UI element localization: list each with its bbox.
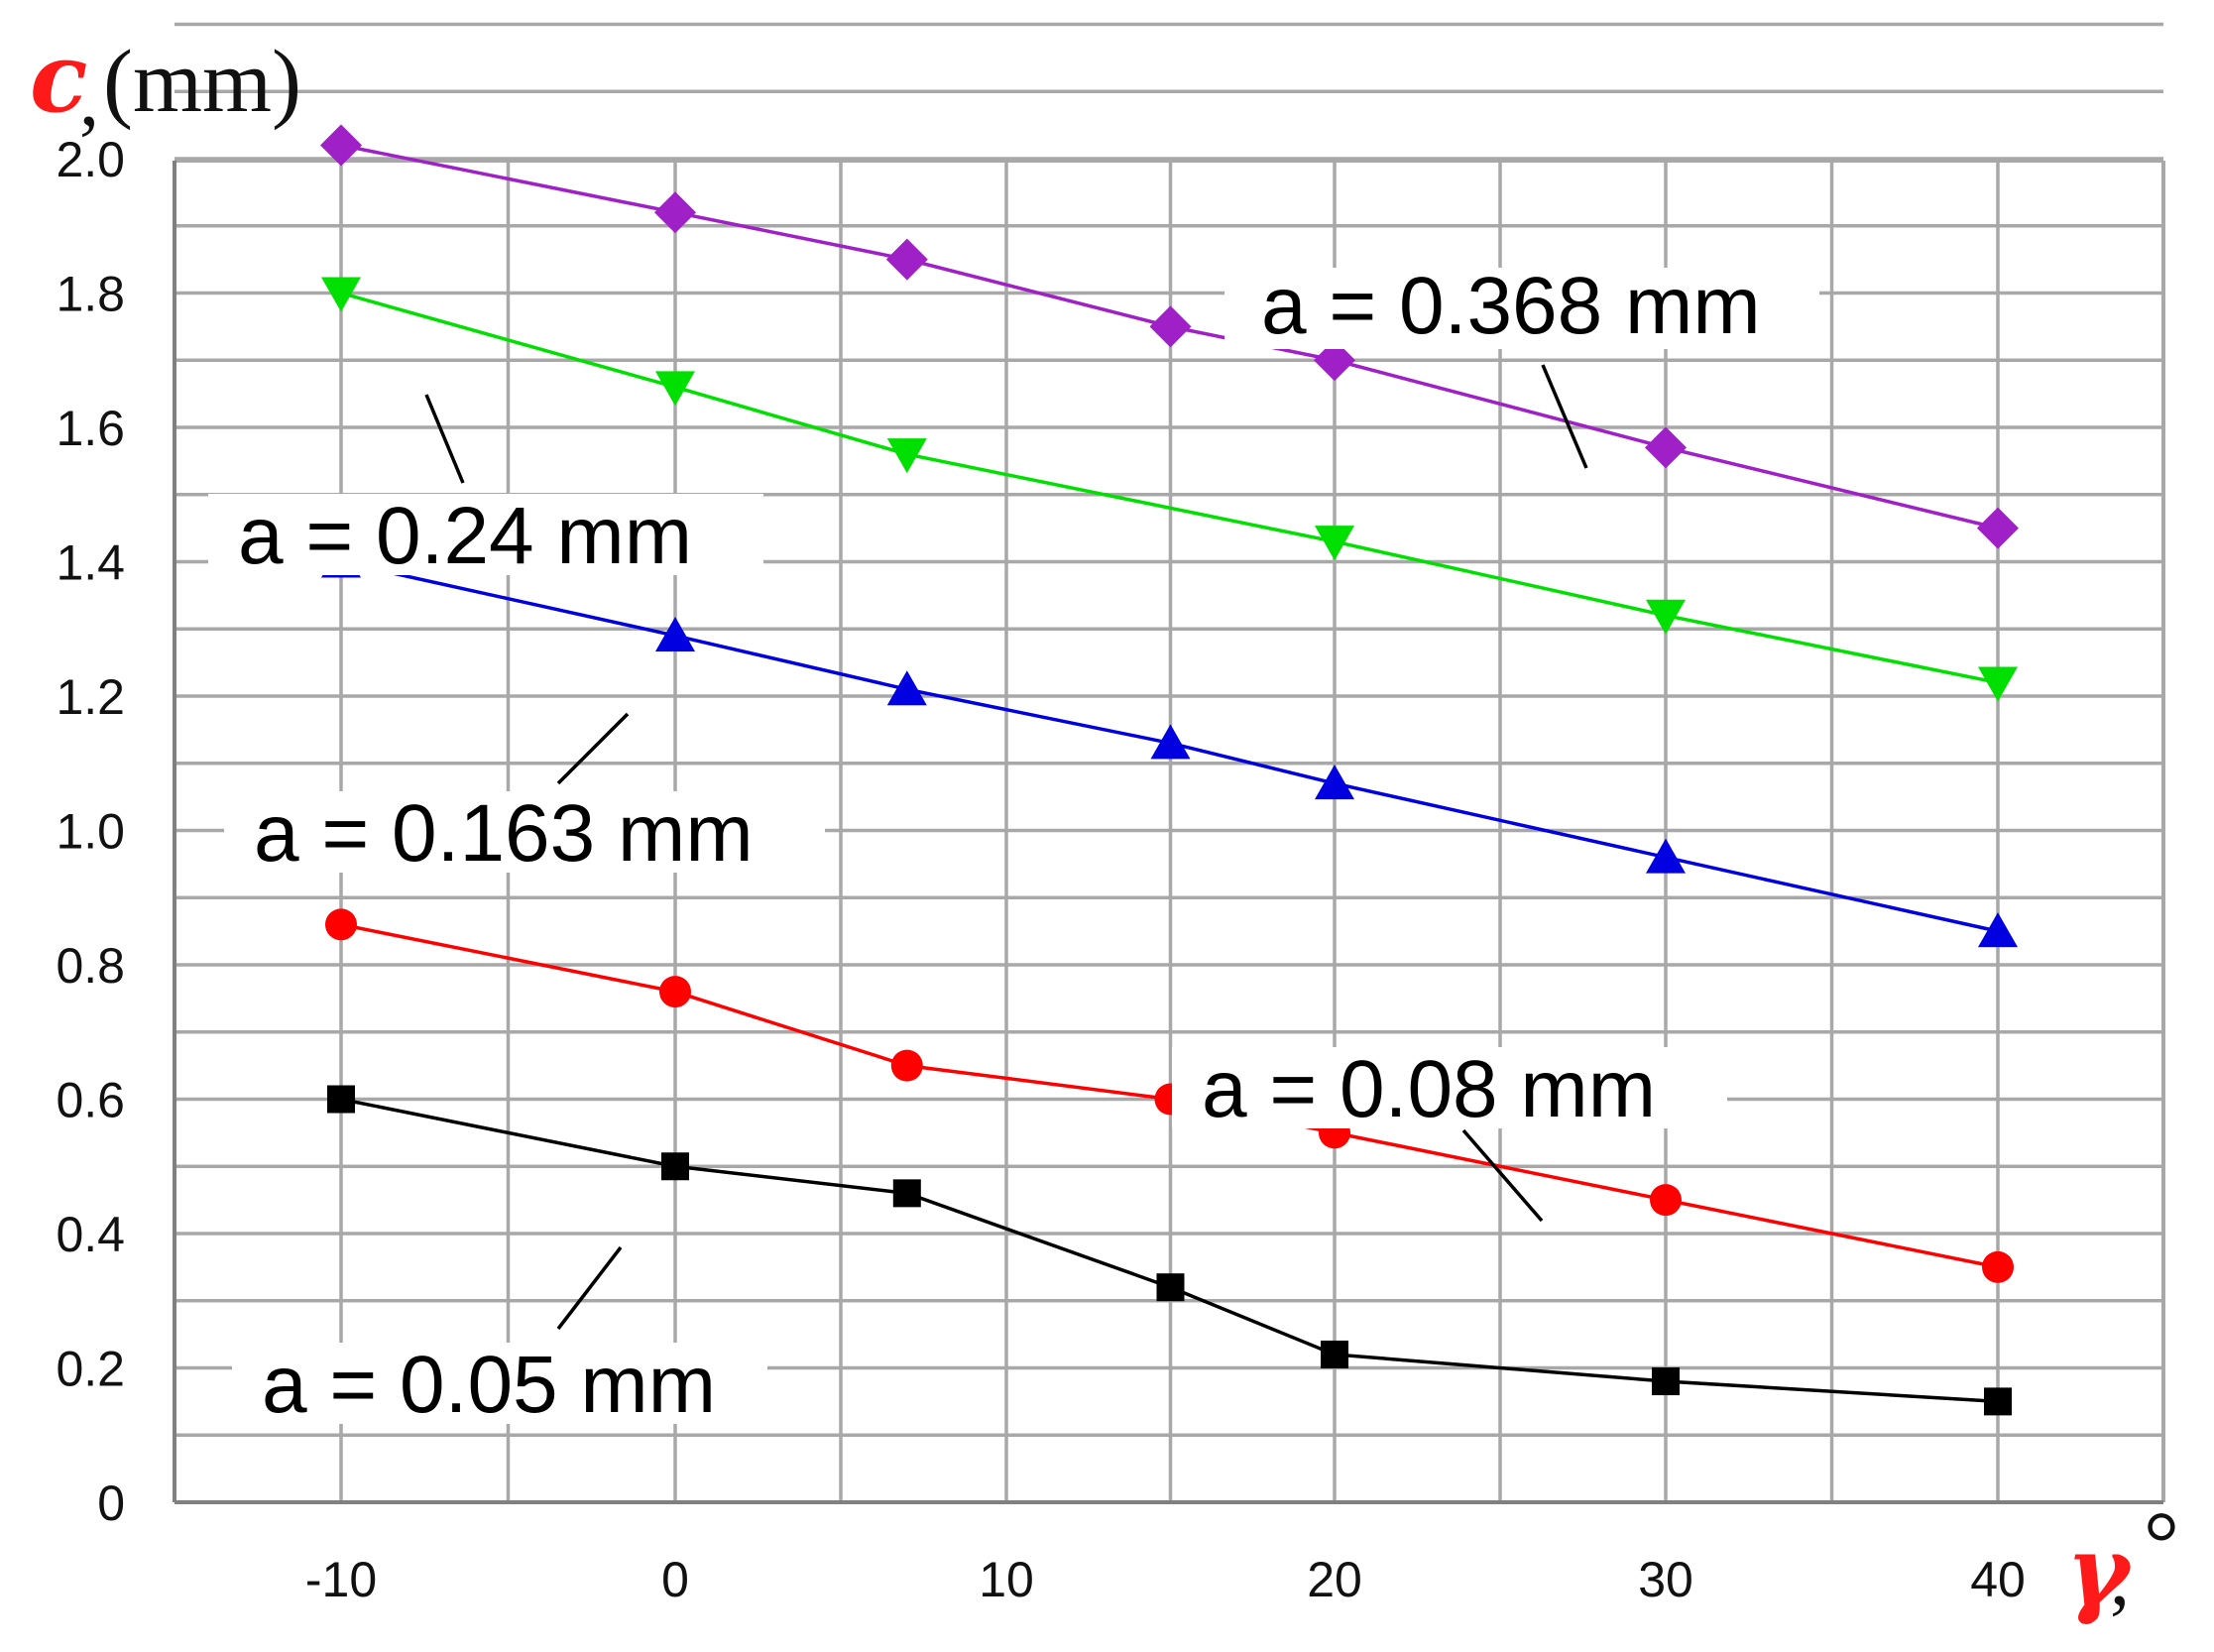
label-background (1172, 1047, 1727, 1128)
marker-square (1652, 1367, 1680, 1396)
label-background (232, 1343, 767, 1424)
y-axis-symbol: c (30, 22, 87, 134)
marker-square (1321, 1340, 1348, 1368)
series-1 (320, 124, 2019, 549)
marker-circle (1982, 1250, 2014, 1283)
series-3 (321, 542, 2018, 948)
leader-line (1541, 364, 1588, 469)
leader-line (424, 394, 465, 484)
tick-layer: 0 0.2 0.4 0.6 0.8 1.0 1.2 1.4 1.6 1.8 2.0 -10 0 10 20 3… (56, 132, 2025, 1607)
y-tick-label: 0.4 (56, 1207, 125, 1262)
x-axis-separator: , (2110, 1535, 2130, 1622)
y-tick-label: 1.4 (56, 535, 125, 591)
x-tick-label: 40 (1970, 1552, 2026, 1607)
series-label: a = 0.24 mm (238, 491, 692, 581)
marker-circle (325, 908, 357, 941)
marker-diamond (1314, 339, 1355, 382)
marker-square (892, 1179, 921, 1208)
marker-diamond (320, 124, 362, 167)
label-background (1224, 268, 1819, 349)
series-4 (325, 908, 2014, 1283)
leader-line (556, 712, 630, 785)
marker-square (327, 1085, 355, 1114)
marker-diamond (885, 238, 928, 281)
y-tick-label: 1.8 (56, 267, 125, 322)
leader-line (556, 1245, 623, 1331)
series-label: a = 0.08 mm (1202, 1044, 1656, 1134)
y-tick-label: 0 (97, 1475, 125, 1531)
marker-square (661, 1152, 689, 1181)
label-background (208, 494, 763, 575)
marker-diamond (1645, 426, 1687, 469)
annotation-4: a = 0.08 mm (1172, 1044, 1727, 1223)
marker-diamond (1977, 507, 2019, 549)
axis-titles: c, (mm)γ, ° (30, 22, 2179, 1627)
marker-circle (1650, 1184, 1682, 1217)
annotation-3: a = 0.163 mm (224, 712, 825, 879)
series-label: a = 0.368 mm (1261, 261, 1761, 351)
series-2 (321, 277, 2018, 702)
series-5 (327, 1085, 2012, 1416)
marker-triangle-up (655, 617, 695, 652)
marker-triangle-up (1150, 724, 1191, 760)
marker-triangle-up (1978, 912, 2018, 948)
series-label: a = 0.05 mm (262, 1340, 716, 1430)
marker-triangle-down (1315, 526, 1354, 561)
y-tick-label: 0.6 (56, 1073, 125, 1128)
series-line (340, 291, 1999, 685)
marker-circle (659, 976, 691, 1008)
x-tick-label: 30 (1638, 1552, 1693, 1607)
annotation-1: a = 0.368 mm (1224, 261, 1819, 469)
y-tick-label: 2.0 (56, 132, 125, 187)
marker-square (1156, 1273, 1185, 1302)
marker-triangle-up (1646, 838, 1686, 874)
y-tick-label: 1.2 (56, 669, 125, 725)
x-tick-label: 20 (1307, 1552, 1362, 1607)
annotation-2: a = 0.24 mm (208, 394, 763, 581)
y-tick-label: 1.0 (56, 804, 125, 860)
y-axis-separator: , (79, 56, 99, 143)
y-tick-label: 0.2 (56, 1342, 125, 1397)
marker-square (1984, 1387, 2012, 1416)
annotation-5: a = 0.05 mm (232, 1245, 767, 1430)
marker-triangle-up (1315, 765, 1354, 800)
x-tick-label: 0 (661, 1552, 689, 1607)
x-tick-label: -10 (305, 1552, 377, 1607)
marker-triangle-up (886, 670, 927, 706)
x-tick-label: 10 (979, 1552, 1034, 1607)
marker-triangle-down (886, 438, 927, 474)
annotation-layer: a = 0.368 mm a = 0.24 mm a = 0.163 mm a = 0… (208, 261, 1819, 1430)
y-tick-label: 1.6 (56, 401, 125, 456)
label-background (224, 791, 825, 873)
marker-diamond (654, 191, 696, 234)
x-axis-symbol: γ (2066, 1515, 2134, 1627)
y-axis-unit: (mm) (103, 33, 301, 131)
y-tick-label: 0.8 (56, 938, 125, 994)
marker-diamond (1149, 305, 1192, 348)
marker-triangle-down (321, 277, 361, 312)
x-axis-unit: ° (2144, 1494, 2179, 1593)
marker-triangle-down (1978, 666, 2018, 702)
marker-triangle-down (655, 371, 695, 407)
marker-triangle-down (1646, 599, 1686, 635)
series-layer (320, 124, 2019, 1416)
leader-line (1461, 1128, 1544, 1223)
series-label: a = 0.163 mm (254, 788, 754, 879)
marker-circle (890, 1049, 923, 1082)
